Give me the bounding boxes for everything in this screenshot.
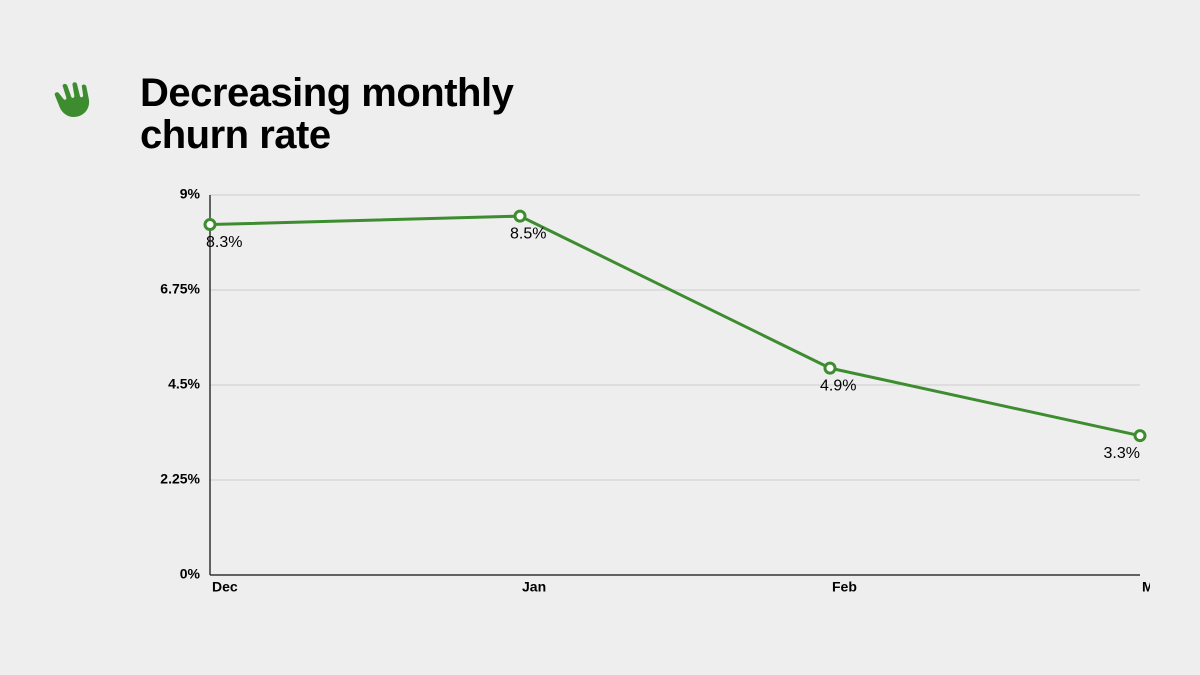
svg-text:6.75%: 6.75% [160,281,200,297]
svg-text:Dec: Dec [212,578,238,594]
header: Decreasing monthly churn rate [50,72,600,156]
svg-text:Mar: Mar [1142,578,1150,594]
svg-text:9%: 9% [180,186,201,202]
svg-text:2.25%: 2.25% [160,471,200,487]
slide: Decreasing monthly churn rate 0% 2.25% 4.5… [0,0,1200,675]
churn-line-chart: 0% 2.25% 4.5% 6.75% 9% Dec Jan Feb Mar 8.3% 8.5% 4.… [140,185,1150,615]
svg-text:8.3%: 8.3% [206,234,242,251]
svg-text:Feb: Feb [832,578,857,594]
wave-hand-icon [50,78,90,118]
svg-text:4.5%: 4.5% [168,376,200,392]
slide-title: Decreasing monthly churn rate [140,72,600,156]
svg-text:8.5%: 8.5% [510,226,546,243]
svg-text:4.9%: 4.9% [820,378,856,395]
svg-text:3.3%: 3.3% [1104,445,1140,462]
svg-text:Jan: Jan [522,578,546,594]
svg-text:0%: 0% [180,566,201,582]
